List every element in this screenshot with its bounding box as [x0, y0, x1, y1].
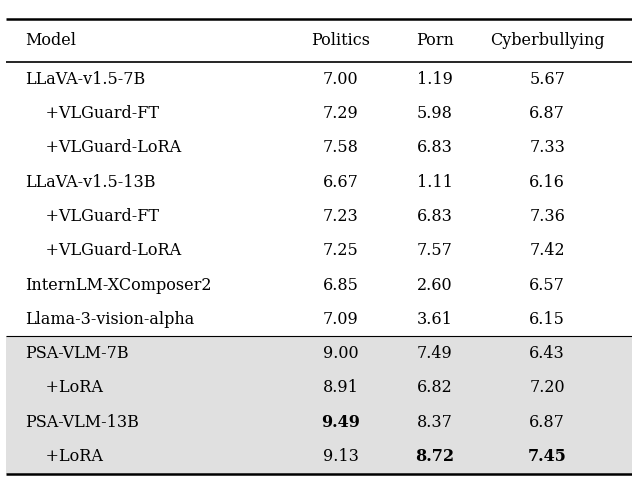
Text: 6.83: 6.83 — [417, 140, 452, 157]
Text: 6.87: 6.87 — [530, 414, 565, 430]
Text: 9.00: 9.00 — [323, 345, 359, 362]
Text: 8.91: 8.91 — [323, 379, 359, 396]
Text: 6.57: 6.57 — [530, 277, 565, 294]
Text: 8.37: 8.37 — [417, 414, 452, 430]
Text: 6.15: 6.15 — [530, 311, 565, 328]
Text: +LoRA: +LoRA — [25, 448, 103, 465]
Text: Porn: Porn — [416, 32, 454, 49]
Text: 7.00: 7.00 — [323, 71, 359, 88]
Text: 7.49: 7.49 — [417, 345, 452, 362]
Text: 7.57: 7.57 — [417, 242, 452, 259]
Text: +VLGuard-LoRA: +VLGuard-LoRA — [25, 140, 181, 157]
Text: 7.36: 7.36 — [530, 208, 565, 225]
Text: 7.09: 7.09 — [323, 311, 359, 328]
Text: 5.67: 5.67 — [530, 71, 565, 88]
Text: +VLGuard-FT: +VLGuard-FT — [25, 208, 159, 225]
Bar — [6, 336, 632, 473]
Text: 7.42: 7.42 — [530, 242, 565, 259]
Text: 5.98: 5.98 — [417, 105, 452, 122]
Text: Politics: Politics — [311, 32, 371, 49]
Text: 7.58: 7.58 — [323, 140, 359, 157]
Text: 7.25: 7.25 — [323, 242, 359, 259]
Text: 6.67: 6.67 — [323, 174, 359, 191]
Text: 1.11: 1.11 — [417, 174, 452, 191]
Text: 1.19: 1.19 — [417, 71, 452, 88]
Text: 9.49: 9.49 — [322, 414, 360, 430]
Text: +VLGuard-LoRA: +VLGuard-LoRA — [25, 242, 181, 259]
Text: 7.23: 7.23 — [323, 208, 359, 225]
Text: 6.82: 6.82 — [417, 379, 452, 396]
Text: 7.33: 7.33 — [530, 140, 565, 157]
Text: 6.85: 6.85 — [323, 277, 359, 294]
Text: LLaVA-v1.5-13B: LLaVA-v1.5-13B — [25, 174, 156, 191]
Text: 7.20: 7.20 — [530, 379, 565, 396]
Text: LLaVA-v1.5-7B: LLaVA-v1.5-7B — [25, 71, 145, 88]
Text: Model: Model — [25, 32, 76, 49]
Text: 6.87: 6.87 — [530, 105, 565, 122]
Text: PSA-VLM-7B: PSA-VLM-7B — [25, 345, 129, 362]
Text: 9.13: 9.13 — [323, 448, 359, 465]
Text: 6.43: 6.43 — [530, 345, 565, 362]
Text: +LoRA: +LoRA — [25, 379, 103, 396]
Text: PSA-VLM-13B: PSA-VLM-13B — [25, 414, 139, 430]
Text: Llama-3-vision-alpha: Llama-3-vision-alpha — [25, 311, 195, 328]
Text: 6.16: 6.16 — [530, 174, 565, 191]
Text: Cyberbullying: Cyberbullying — [490, 32, 605, 49]
Text: +VLGuard-FT: +VLGuard-FT — [25, 105, 159, 122]
Text: 8.72: 8.72 — [415, 448, 454, 465]
Text: 7.45: 7.45 — [528, 448, 567, 465]
Text: 3.61: 3.61 — [417, 311, 452, 328]
Text: 7.29: 7.29 — [323, 105, 359, 122]
Text: InternLM-XComposer2: InternLM-XComposer2 — [25, 277, 212, 294]
Text: 6.83: 6.83 — [417, 208, 452, 225]
Text: 2.60: 2.60 — [417, 277, 452, 294]
